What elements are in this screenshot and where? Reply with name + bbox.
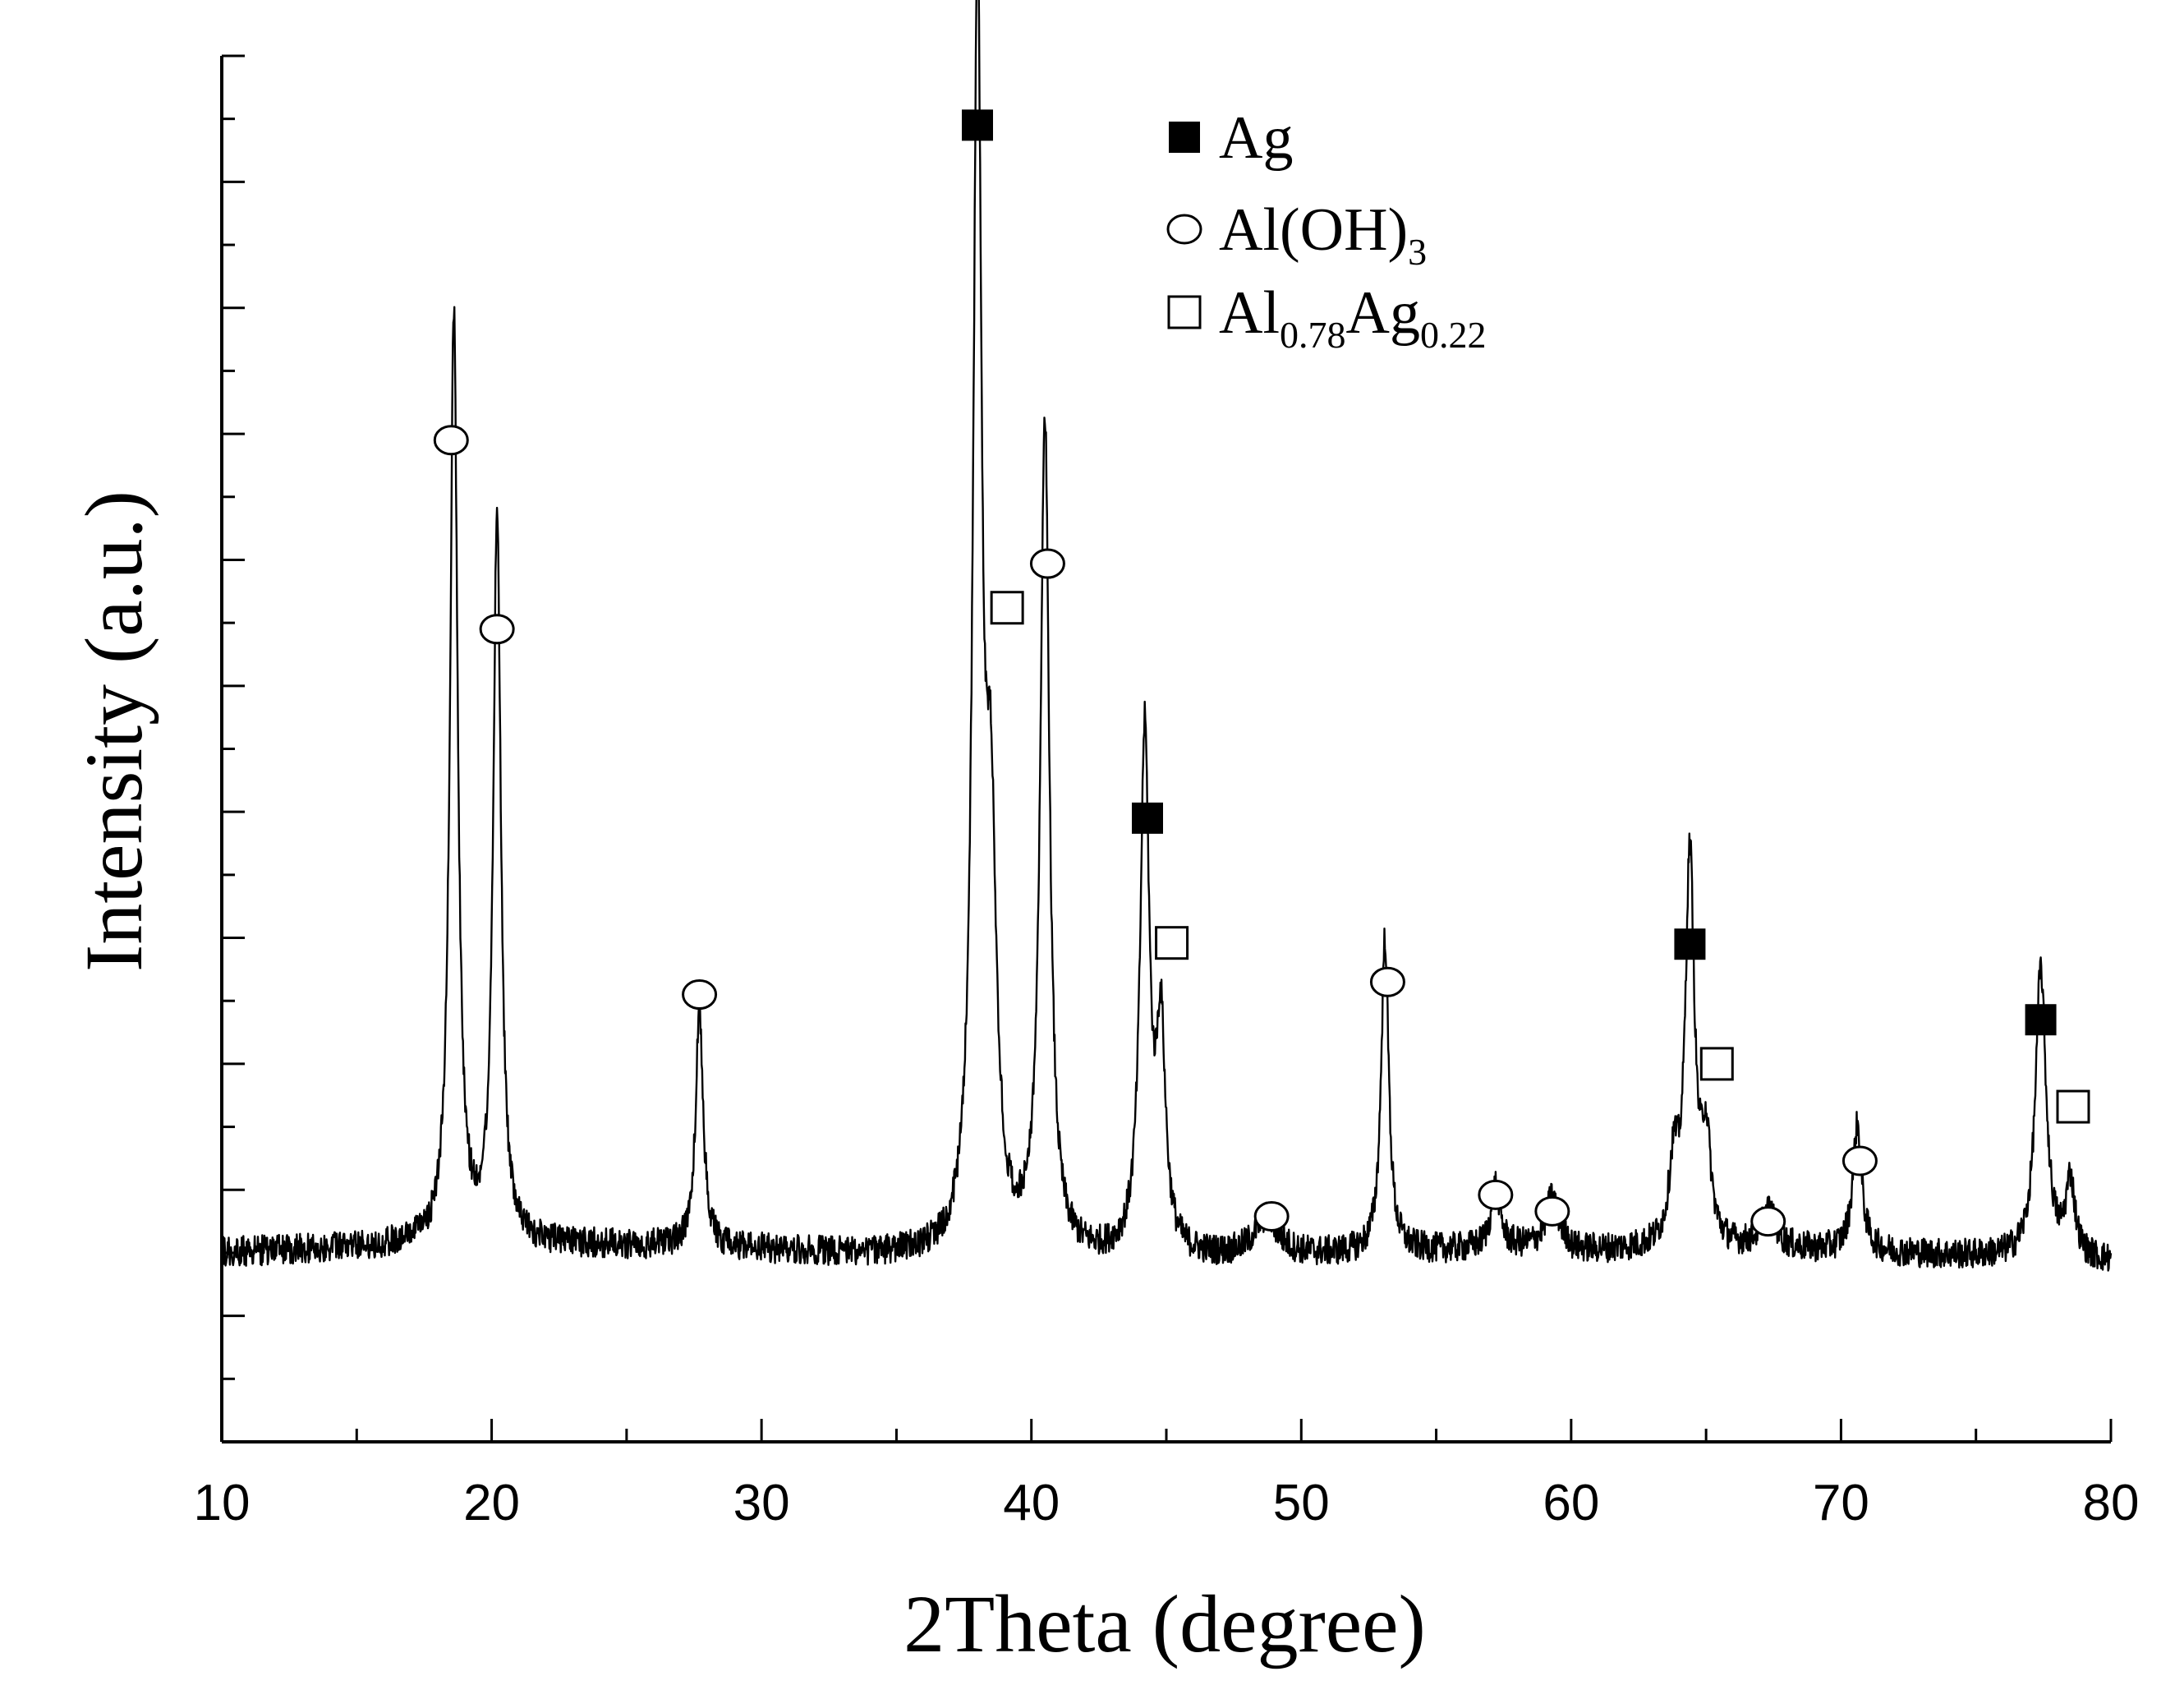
phase-marker-open-circle — [433, 425, 469, 456]
phase-marker-filled-square — [1132, 802, 1163, 834]
legend-marker-open-square — [1167, 295, 1202, 329]
phase-marker-open-square — [2056, 1089, 2090, 1124]
phase-marker-open-circle — [1253, 1200, 1290, 1232]
legend-marker-filled-square — [1169, 122, 1200, 153]
y-axis-ticks — [222, 54, 245, 1443]
phase-marker-open-circle — [1750, 1206, 1786, 1237]
x-tick-label: 30 — [733, 1475, 790, 1531]
phase-markers — [433, 109, 2090, 1237]
x-tick-label: 80 — [2083, 1475, 2140, 1531]
y-axis-title: Intensity (a.u.) — [68, 490, 159, 972]
phase-marker-open-square — [990, 591, 1024, 625]
phase-marker-filled-square — [1674, 928, 1706, 960]
phase-marker-open-circle — [479, 614, 515, 645]
x-tick-label: 40 — [1003, 1475, 1060, 1531]
phase-marker-open-circle — [1534, 1195, 1570, 1227]
phase-marker-open-square — [1155, 926, 1189, 960]
legend-label: Ag — [1219, 104, 1293, 172]
phase-marker-open-circle — [682, 979, 718, 1011]
x-axis-tick-labels: 10 20 30 40 50 60 70 80 — [194, 1475, 2140, 1531]
phase-marker-filled-square — [962, 109, 993, 141]
phase-marker-open-square — [1699, 1047, 1734, 1081]
xrd-trace-line — [220, 0, 2113, 1272]
phase-marker-filled-square — [2025, 1004, 2057, 1036]
phase-marker-open-circle — [1841, 1145, 1878, 1176]
x-axis-title: 2Theta (degree) — [903, 1578, 1426, 1669]
x-tick-label: 60 — [1543, 1475, 1599, 1531]
legend-label: Al(OH)3 — [1219, 196, 1427, 273]
x-tick-label: 10 — [194, 1475, 251, 1531]
legend-label: Al0.78Ag0.22 — [1219, 279, 1486, 356]
phase-marker-open-circle — [1369, 966, 1405, 997]
phase-marker-open-circle — [1029, 548, 1065, 579]
phase-marker-open-circle — [1478, 1179, 1514, 1210]
x-tick-label: 50 — [1273, 1475, 1330, 1531]
plot-area — [220, 0, 2113, 1272]
legend-marker-open-circle — [1166, 214, 1202, 245]
x-axis-ticks — [220, 1419, 2113, 1442]
x-tick-label: 70 — [1813, 1475, 1869, 1531]
x-tick-label: 20 — [463, 1475, 520, 1531]
